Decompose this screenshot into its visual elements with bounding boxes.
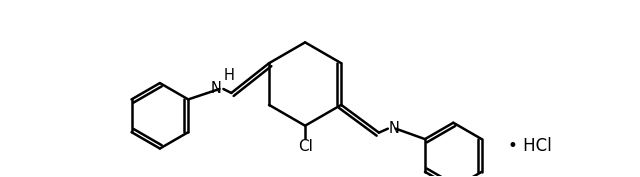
Text: Cl: Cl bbox=[298, 139, 312, 154]
Text: N: N bbox=[389, 121, 400, 136]
Text: N: N bbox=[211, 81, 221, 96]
Text: H: H bbox=[224, 68, 235, 83]
Text: • HCl: • HCl bbox=[508, 136, 552, 155]
